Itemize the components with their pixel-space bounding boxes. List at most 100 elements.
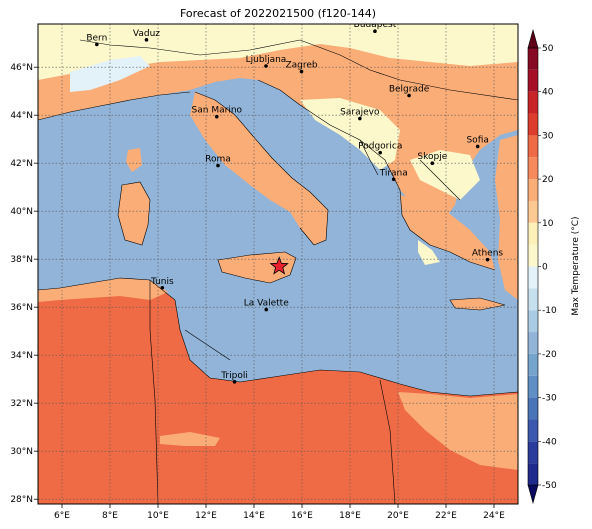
lat-tick-label: 44°N [10,111,33,121]
colorbar-bin [528,113,538,136]
lon-tick-label: 8°E [102,511,118,521]
city-label: Roma [205,155,231,165]
colorbar-ticks: -50 -40 -30 -20 -10 0 10 20 30 40 50 [538,44,557,491]
city-label: La Valette [244,299,289,309]
colorbar-low-extend [527,484,539,505]
colorbar-tick-label: 40 [542,88,554,98]
lon-tick-label: 14°E [243,511,265,521]
colorbar-tick-label: -40 [542,437,557,447]
city-label: Bern [86,33,107,43]
colorbar-tick-label: -30 [542,394,557,404]
city-label: Athens [472,249,503,259]
sahara-warm-patch [160,432,220,446]
colorbar-bin [528,48,538,70]
colorbar-high-extend [527,28,539,49]
colorbar-tick-label: 10 [542,219,554,229]
colorbar-bin [528,441,538,464]
colorbar-bin [528,463,538,485]
colorbar-bin [528,397,538,420]
north-africa-coast-warm [38,278,168,302]
lat-tick-label: 32°N [10,399,33,409]
colorbar-tick-label: 20 [542,175,554,185]
city-dot [391,177,396,182]
lon-tick-label: 10°E [147,511,169,521]
bulgaria-cool-zone [410,150,480,200]
lon-tick-label: 24°E [483,511,505,521]
colorbar-bin [528,157,538,180]
colorbar-bin [528,375,538,398]
colorbar-tick-label: 50 [542,44,554,54]
lat-tick-label: 38°N [10,255,33,265]
city-label: Tripoli [220,371,248,381]
city-dot [378,150,383,155]
colorbar-tick-label: -50 [542,481,557,491]
lon-tick-label: 20°E [387,511,409,521]
colorbar-label: Max Temperature (°C) [571,216,581,315]
city-label: Vaduz [133,29,160,39]
crete [450,298,505,310]
city-label: Ljubljana [246,55,287,65]
map-title: Forecast of 2022021500 (f120-144) [179,7,377,20]
city-dot [430,161,435,165]
colorbar-tick-label: -20 [542,350,557,360]
sardinia [118,182,150,245]
colorbar-bin [528,91,538,114]
city-label: Tunis [150,277,174,287]
city-label: Skopje [417,152,447,162]
colorbar-bin [528,332,538,354]
lon-tick-label: 12°E [195,511,217,521]
city-label: Podgorica [358,142,402,152]
gridlines [38,24,518,504]
city-label: San Marino [192,106,243,116]
colorbar-bin [528,288,538,311]
forecast-location-star-icon [269,256,289,275]
lat-tick-label: 46°N [10,63,33,73]
colorbar [527,28,539,505]
city-dot [144,38,149,42]
city-dot [358,116,362,121]
lat-tick-label: 28°N [10,495,33,505]
city-dot [373,29,377,33]
lon-tick-label: 22°E [435,511,457,521]
greece [400,195,495,270]
corsica [126,148,142,172]
lon-tick-label: 16°E [291,511,313,521]
colorbar-tick-label: 30 [542,131,554,141]
city-dot [475,144,480,149]
lat-tick-label: 34°N [10,351,33,361]
colorbar-bin [528,179,538,201]
city-dot [264,64,268,68]
borders [38,39,518,504]
colorbar-bin [528,222,538,245]
city-dot [95,42,99,47]
lat-tick-label: 36°N [10,303,33,313]
city-label: Sarajevo [340,108,380,118]
colorbar-bin [528,200,538,223]
sicily [218,252,296,283]
latitude-ticks: 28°N 30°N 32°N 34°N 36°N 38°N 40°N 42°N 44°N 46°N [10,63,38,505]
colorbar-bin [528,419,538,442]
city-label: Sofia [466,135,488,145]
colorbar-bin [528,135,538,158]
map-frame [37,23,519,505]
city-dot [407,93,411,98]
colorbar-bin [528,310,538,333]
colorbar-tick-label: -10 [542,306,557,316]
colorbar-bin [528,69,538,92]
city-dot [215,114,219,119]
libya-egypt-warm-zone [398,392,518,470]
lat-tick-label: 40°N [10,207,33,217]
city-dot [216,163,220,168]
city-dot [160,285,165,290]
city-label: Zagreb [285,61,317,71]
italy-peninsula [190,92,328,245]
lat-tick-label: 30°N [10,447,33,457]
city-label: Belgrade [389,85,430,95]
city-dot [485,257,490,262]
colorbar-bin [528,266,538,289]
city-dot [232,380,237,384]
turkey-west [495,135,518,300]
